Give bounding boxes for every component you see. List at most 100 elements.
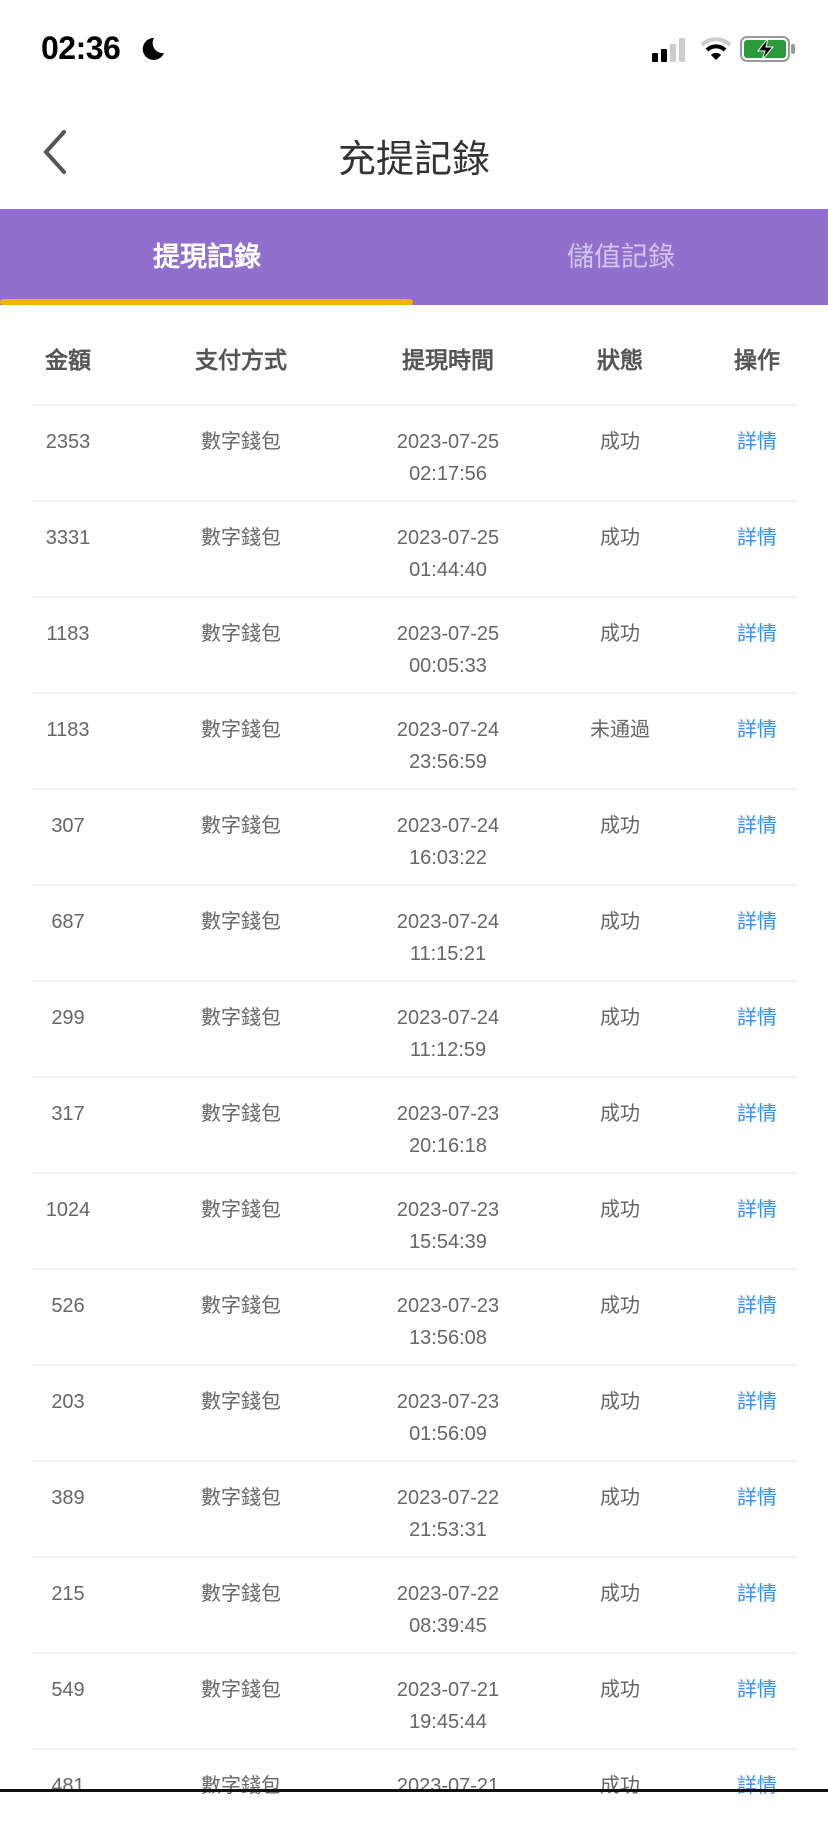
payment-method: 數字錢包	[201, 527, 281, 549]
payment-method: 數字錢包	[201, 1487, 281, 1509]
withdraw-time: 2023-07-22 08:39:45	[397, 1578, 499, 1642]
table-row: 1024 數字錢包 2023-07-23 15:54:39 成功 詳情	[0, 1172, 828, 1268]
details-link[interactable]: 詳情	[737, 623, 777, 645]
amount: 203	[51, 1391, 85, 1413]
withdraw-clock: 11:15:21	[409, 943, 487, 965]
amount: 481	[51, 1775, 85, 1797]
table-row: 307 數字錢包 2023-07-24 16:03:22 成功 詳情	[0, 788, 828, 884]
details-link[interactable]: 詳情	[737, 1487, 777, 1509]
withdraw-clock: 01:44:40	[409, 559, 487, 581]
withdraw-date: 2023-07-24	[396, 815, 500, 837]
details-link[interactable]: 詳情	[737, 1679, 777, 1701]
details-link[interactable]: 詳情	[737, 1103, 777, 1125]
details-link[interactable]: 詳情	[737, 1775, 777, 1797]
amount: 1024	[45, 1199, 91, 1221]
status-text: 成功	[600, 1775, 640, 1797]
amount: 2353	[45, 431, 91, 453]
table-row: 549 數字錢包 2023-07-21 19:45:44 成功 詳情	[0, 1652, 828, 1748]
status-text: 成功	[600, 815, 640, 837]
status-text: 未通過	[590, 719, 650, 741]
withdraw-clock: 11:12:59	[409, 1039, 487, 1061]
status-bar: 02:36	[0, 0, 828, 100]
withdraw-time: 2023-07-23 13:56:08	[397, 1290, 499, 1354]
payment-method: 數字錢包	[201, 1199, 281, 1221]
withdraw-date: 2023-07-25	[396, 431, 500, 453]
withdraw-date: 2023-07-24	[396, 911, 500, 933]
row-divider	[32, 788, 796, 790]
row-divider	[32, 1652, 796, 1654]
table-row: 215 數字錢包 2023-07-22 08:39:45 成功 詳情	[0, 1556, 828, 1652]
amount: 389	[51, 1487, 85, 1509]
payment-method: 數字錢包	[201, 1583, 281, 1605]
status-text: 成功	[600, 1583, 640, 1605]
row-divider	[32, 404, 796, 406]
row-divider	[32, 1556, 796, 1558]
status-text: 成功	[600, 1007, 640, 1029]
withdraw-date: 2023-07-21	[396, 1775, 500, 1797]
withdraw-clock: 19:45:44	[409, 1711, 487, 1733]
active-tab-indicator	[0, 299, 413, 305]
withdraw-time: 2023-07-23 20:16:18	[397, 1098, 499, 1162]
withdraw-time: 2023-07-25 02:17:56	[397, 426, 499, 490]
table-row: 1183 數字錢包 2023-07-25 00:05:33 成功 詳情	[0, 596, 828, 692]
table-row: 481 數字錢包 2023-07-21 成功 詳情	[0, 1748, 828, 1844]
page-title: 充提記錄	[337, 139, 490, 181]
payment-method: 數字錢包	[201, 1295, 281, 1317]
signal-icon	[652, 38, 685, 62]
withdraw-date: 2023-07-24	[396, 1007, 500, 1029]
details-link[interactable]: 詳情	[737, 1007, 777, 1029]
row-divider	[32, 500, 796, 502]
tab-bar: 提現記錄 儲值記錄	[0, 209, 828, 305]
withdraw-time: 2023-07-25 00:05:33	[397, 618, 499, 682]
withdraw-clock: 13:56:08	[409, 1327, 487, 1349]
amount: 307	[51, 815, 85, 837]
row-divider	[32, 1364, 796, 1366]
status-text: 成功	[600, 1199, 640, 1221]
payment-method: 數字錢包	[201, 1103, 281, 1125]
withdraw-date: 2023-07-23	[396, 1199, 500, 1221]
details-link[interactable]: 詳情	[737, 1199, 777, 1221]
row-divider	[32, 1268, 796, 1270]
column-payment-method: 支付方式	[195, 347, 287, 373]
amount: 317	[51, 1103, 85, 1125]
back-button[interactable]	[40, 128, 70, 176]
status-text: 成功	[600, 1295, 640, 1317]
status-text: 成功	[600, 1391, 640, 1413]
payment-method: 數字錢包	[201, 911, 281, 933]
withdraw-date: 2023-07-21	[396, 1679, 500, 1701]
status-text: 成功	[600, 1103, 640, 1125]
column-action: 操作	[734, 347, 780, 373]
table-row: 1183 數字錢包 2023-07-24 23:56:59 未通過 詳情	[0, 692, 828, 788]
withdraw-clock: 02:17:56	[409, 463, 487, 485]
nav-bar: 充提記錄	[0, 100, 828, 208]
payment-method: 數字錢包	[201, 1007, 281, 1029]
withdraw-date: 2023-07-22	[396, 1487, 500, 1509]
withdraw-clock: 00:05:33	[409, 655, 487, 677]
column-amount: 金額	[45, 347, 91, 373]
amount: 526	[51, 1295, 85, 1317]
details-link[interactable]: 詳情	[737, 431, 777, 453]
details-link[interactable]: 詳情	[737, 719, 777, 741]
moon-icon	[142, 37, 164, 60]
details-link[interactable]: 詳情	[737, 527, 777, 549]
row-divider	[32, 596, 796, 598]
tab-withdraw-records[interactable]: 提現記錄	[153, 242, 261, 272]
payment-method: 數字錢包	[201, 623, 281, 645]
tab-deposit-records[interactable]: 儲值記錄	[567, 242, 675, 272]
row-divider	[32, 692, 796, 694]
withdraw-time: 2023-07-24 11:12:59	[397, 1002, 499, 1066]
withdraw-date: 2023-07-24	[396, 719, 500, 741]
details-link[interactable]: 詳情	[737, 1295, 777, 1317]
withdraw-time: 2023-07-24 23:56:59	[397, 714, 499, 778]
row-divider	[32, 1172, 796, 1174]
withdraw-date: 2023-07-23	[396, 1391, 500, 1413]
details-link[interactable]: 詳情	[737, 1391, 777, 1413]
details-link[interactable]: 詳情	[737, 911, 777, 933]
payment-method: 數字錢包	[201, 719, 281, 741]
withdraw-clock: 21:53:31	[409, 1519, 487, 1541]
details-link[interactable]: 詳情	[737, 1583, 777, 1605]
details-link[interactable]: 詳情	[737, 815, 777, 837]
row-divider	[32, 980, 796, 982]
status-text: 成功	[600, 911, 640, 933]
table-row: 3331 數字錢包 2023-07-25 01:44:40 成功 詳情	[0, 500, 828, 596]
